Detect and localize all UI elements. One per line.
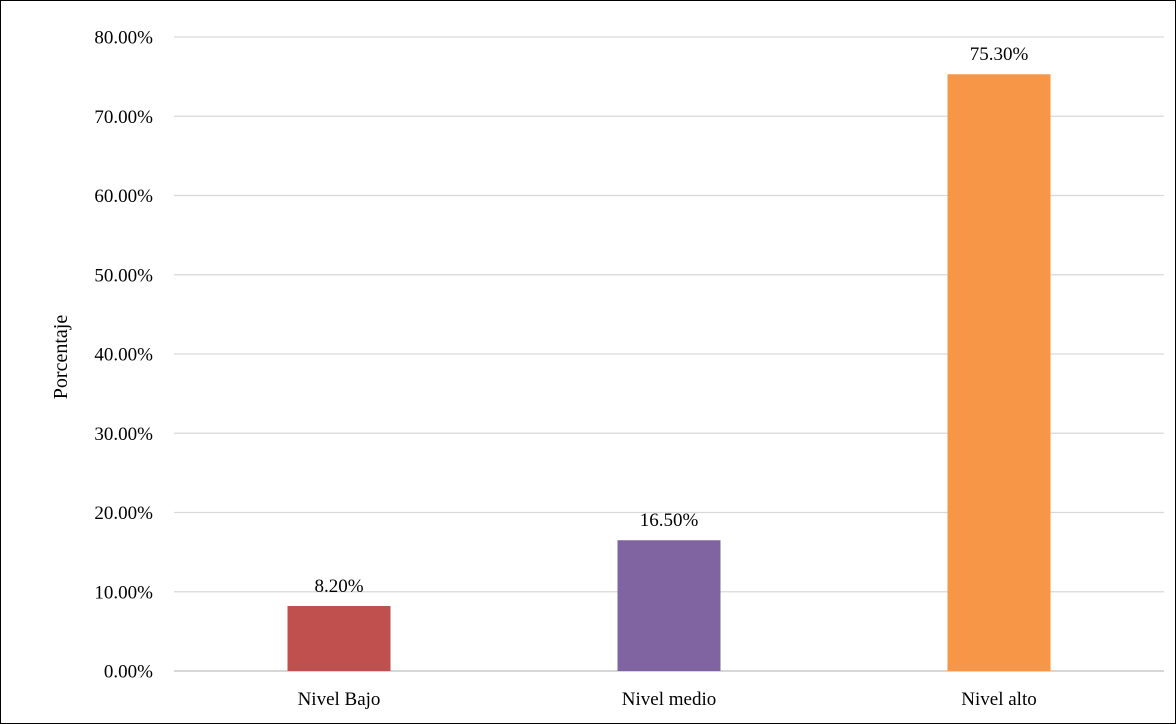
y-axis-title: Porcentaje [50,315,72,400]
y-tick-label: 40.00% [94,345,153,366]
bar-nivel-alto [947,74,1051,671]
bars [287,74,1051,671]
x-tick-label: Nivel alto [961,689,1036,710]
x-axis-tick-labels: Nivel Bajo Nivel medio Nivel alto [298,689,1037,710]
bar-nivel-medio [617,540,721,671]
y-tick-label: 60.00% [94,186,153,207]
x-tick-label: Nivel medio [622,689,716,710]
data-label: 16.50% [640,510,699,531]
y-tick-label: 30.00% [94,424,153,445]
data-label: 8.20% [314,576,363,597]
y-tick-label: 10.00% [94,582,153,603]
y-tick-label: 80.00% [94,28,153,49]
bar-nivel-bajo [287,606,391,671]
y-tick-label: 70.00% [94,107,153,128]
x-tick-label: Nivel Bajo [298,689,381,710]
y-tick-label: 50.00% [94,265,153,286]
gridlines [174,36,1164,672]
y-tick-label: 0.00% [104,662,153,683]
data-labels: 8.20% 16.50% 75.30% [314,44,1028,597]
y-axis-tick-labels: 0.00% 10.00% 20.00% 30.00% 40.00% 50.00% 60.00… [94,28,153,683]
data-label: 75.30% [970,44,1029,65]
y-tick-label: 20.00% [94,503,153,524]
